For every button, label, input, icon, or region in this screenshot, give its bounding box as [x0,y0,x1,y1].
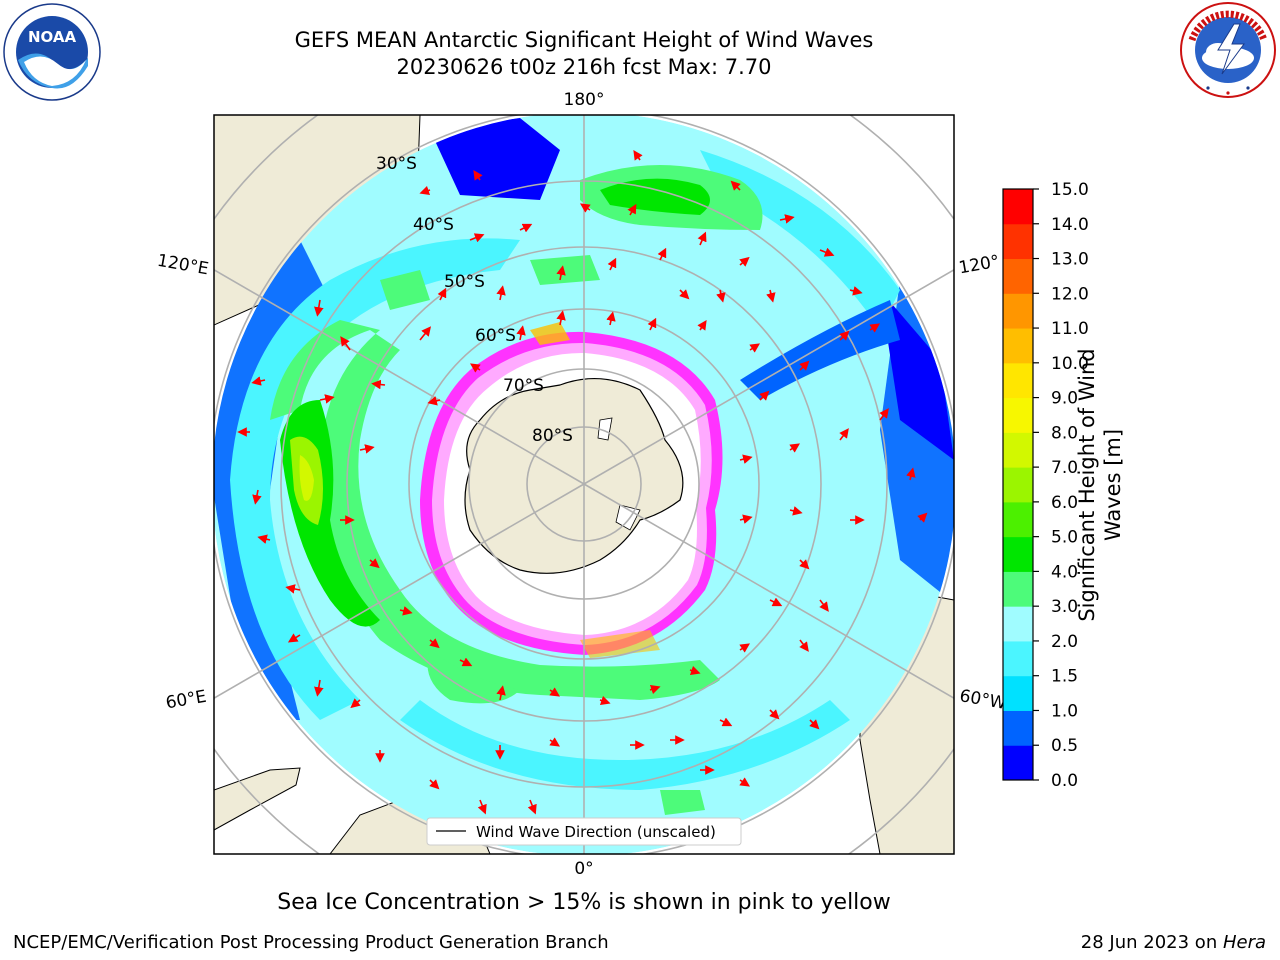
lat-label-60s: 60°S [475,326,516,346]
svg-text:NOAA: NOAA [28,28,77,46]
colorbar-segment [1003,432,1033,468]
colorbar-segment [1003,467,1033,503]
wind-arrows [237,150,928,815]
credit-right: 28 Jun 2023 on Hera [1080,932,1266,953]
title-line-2: 20230626 t00z 216h fcst Max: 7.70 [396,55,772,79]
lat-label-80s: 80°S [532,426,573,446]
colorbar-tick-label: 3.0 [1051,597,1078,617]
lon-label-60e: 60°E [164,687,208,714]
lon-label-120w: 120° [957,252,1001,279]
colorbar-segment [1003,640,1033,677]
plot-title: GEFS MEAN Antarctic Significant Height o… [0,27,1168,81]
colorbar-tick-label: 1.0 [1051,701,1078,721]
colorbar-segment [1003,362,1033,399]
credit-left: NCEP/EMC/Verification Post Processing Pr… [13,932,609,953]
lat-label-70s: 70°S [503,376,544,396]
legend-label: Wind Wave Direction (unscaled) [476,823,716,841]
colorbar-segment [1003,293,1033,329]
colorbar-segment [1003,223,1033,260]
colorbar-segment [1003,328,1033,364]
colorbar-tick-label: 8.0 [1051,423,1078,443]
colorbar-tick-label: 10.0 [1051,354,1089,374]
colorbar-tick-label: 9.0 [1051,389,1078,409]
nws-logo-icon [1180,2,1276,98]
colorbar-tick-label: 2.0 [1051,632,1078,652]
colorbar-tick-label: 11.0 [1051,319,1089,339]
colorbar-tick-label: 15.0 [1051,180,1089,200]
colorbar-segment [1003,258,1033,294]
colorbar-segment [1003,745,1033,781]
lon-label-120e: 120°E [156,251,210,280]
colorbar-segment [1003,501,1033,538]
colorbar-tick-label: 0.5 [1051,736,1078,756]
lat-label-50s: 50°S [444,272,485,292]
colorbar-tick-label: 14.0 [1051,215,1089,235]
colorbar-segment [1003,536,1033,572]
sea-ice-caption: Sea Ice Concentration > 15% is shown in … [277,890,891,915]
colorbar-segment [1003,606,1033,642]
colorbar-tick-label: 12.0 [1051,284,1089,304]
noaa-logo-icon: NOAA [3,3,101,101]
colorbar-segment [1003,189,1033,225]
colorbar-segment [1003,571,1033,607]
colorbar-segment [1003,710,1033,746]
map-legend: Wind Wave Direction (unscaled) [426,817,742,846]
colorbar-tick-label: 7.0 [1051,458,1078,478]
lat-label-30s: 30°S [376,154,417,174]
colorbar-tick-label: 5.0 [1051,528,1078,548]
colorbar: 0.0 0.5 1.0 1.5 2.0 3.0 4.0 5.0 6.0 7.0 8.0 9.0 10.0… [1002,180,1089,791]
lon-label-180: 180° [564,90,605,110]
lon-label-0: 0° [574,859,593,879]
lat-label-40s: 40°S [413,215,454,235]
colorbar-tick-label: 6.0 [1051,493,1078,513]
title-line-1: GEFS MEAN Antarctic Significant Height o… [294,28,874,52]
colorbar-tick-label: 1.5 [1051,667,1078,687]
colorbar-tick-label: 0.0 [1051,771,1078,791]
colorbar-tick-label: 13.0 [1051,250,1089,270]
colorbar-segment [1003,675,1033,711]
colorbar-segment [1003,397,1033,433]
colorbar-tick-label: 4.0 [1051,562,1078,582]
lon-label-60w: 60°W [958,686,1008,714]
